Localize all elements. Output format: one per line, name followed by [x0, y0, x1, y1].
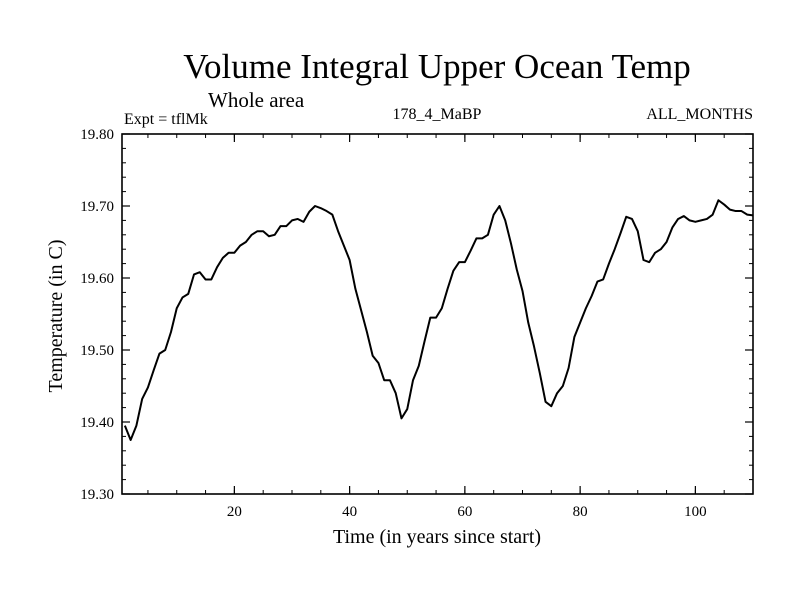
x-tick-label: 60: [457, 504, 472, 520]
experiment-label: Expt = tflMk: [124, 111, 208, 128]
y-tick-label: 19.70: [80, 199, 114, 215]
y-tick-label: 19.50: [80, 343, 114, 359]
y-tick-label: 19.40: [80, 415, 114, 431]
chart-subtitle: Whole area: [208, 88, 305, 112]
plot-frame: [121, 133, 754, 495]
series-line: [123, 199, 754, 441]
x-tick-label: 80: [573, 504, 588, 520]
x-tick-label: 20: [227, 504, 242, 520]
run-id-label: 178_4_MaBP: [393, 106, 482, 123]
y-tick-label: 19.30: [80, 487, 114, 503]
y-axis-ticks: 19.30 19.40 19.50 19.60 19.70 19.80: [80, 127, 753, 503]
x-tick-label: 40: [342, 504, 357, 520]
x-axis-label: Time (in years since start): [333, 526, 541, 548]
y-tick-label: 19.80: [80, 127, 114, 143]
x-axis-ticks: 20 40 60 80 100: [147, 134, 725, 520]
chart-title: Volume Integral Upper Ocean Temp: [183, 47, 690, 86]
y-tick-label: 19.60: [80, 271, 114, 287]
x-tick-label: 100: [684, 504, 707, 520]
months-label: ALL_MONTHS: [646, 106, 753, 123]
y-axis-label: Temperature (in C): [45, 240, 67, 393]
